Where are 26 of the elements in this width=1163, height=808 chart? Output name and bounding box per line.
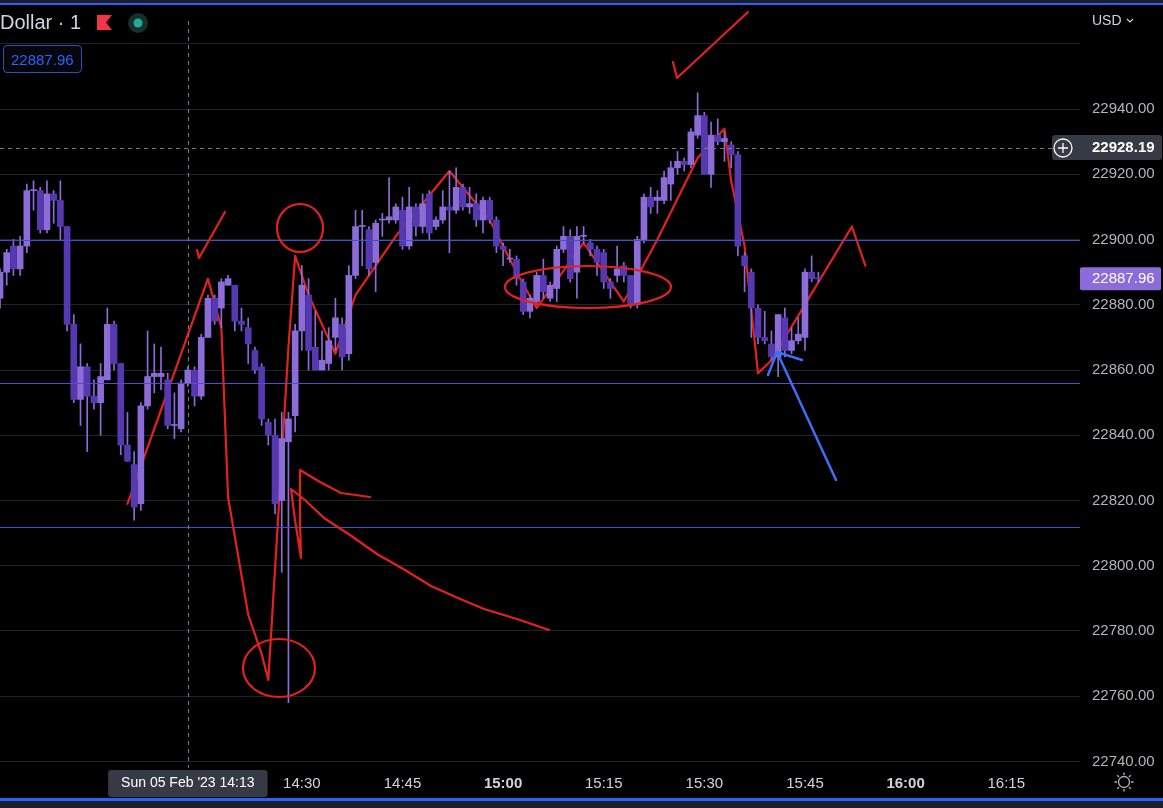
y-tick-label: 22860.00 <box>1092 360 1155 378</box>
text: 22887.96 <box>1092 268 1155 286</box>
y-tick-label: 22800.00 <box>1092 555 1155 573</box>
y-tick-label: 22920.00 <box>1092 164 1155 182</box>
y-tick-label: 22820.00 <box>1092 490 1155 508</box>
y-axis-title: USD <box>1092 12 1122 28</box>
y-tick-label: 22940.00 <box>1092 99 1155 117</box>
x-tick-label: 15:30 <box>685 774 724 792</box>
x-tick-label: 14:45 <box>383 774 422 792</box>
x-tick-label: 16:00 <box>886 774 925 792</box>
x-tick-label: 14:30 <box>283 774 321 792</box>
annotation: 22887.96 <box>3 45 82 73</box>
x-tick-label: 15:15 <box>584 774 623 792</box>
x-tick-label: 15:45 <box>786 774 824 792</box>
chart-title: Dollar · 1 <box>0 11 82 34</box>
ref-line-label: 22928.19 <box>1092 137 1155 155</box>
y-tick-label: 22840.00 <box>1092 425 1155 443</box>
x-tick-label: 16:15 <box>987 774 1025 792</box>
y-tick-label: 22880.00 <box>1092 294 1155 312</box>
y-tick-label: 22780.00 <box>1092 621 1155 639</box>
y-tick-label: 22900.00 <box>1092 229 1155 247</box>
y-tick-label: 22740.00 <box>1092 751 1155 769</box>
ref-line-label: Sun 05 Feb '23 14:13 <box>121 774 255 791</box>
y-tick-label: 22760.00 <box>1092 686 1155 704</box>
x-tick-label: 15:00 <box>483 774 523 792</box>
candlestick <box>499 242 507 266</box>
